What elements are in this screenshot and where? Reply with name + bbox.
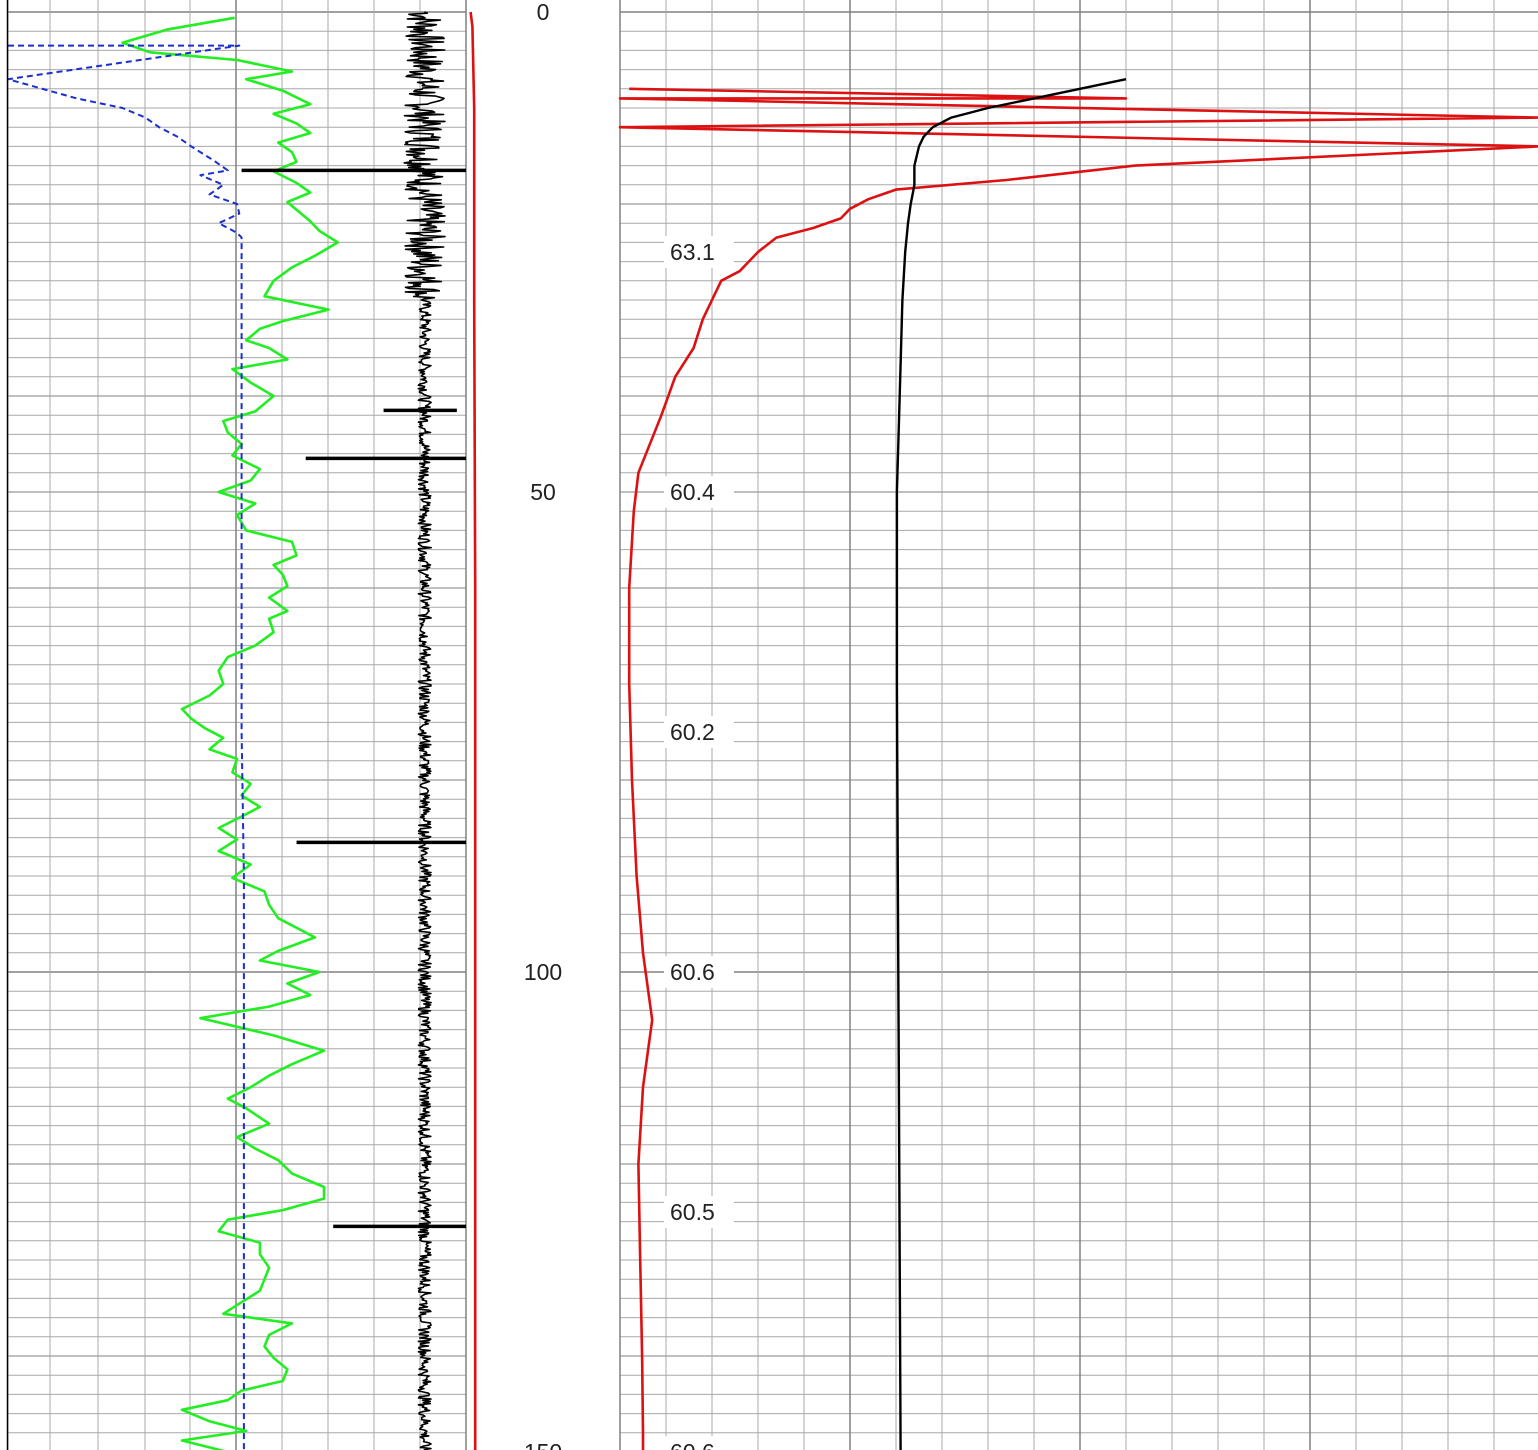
data-label: 60.4 bbox=[670, 479, 715, 505]
data-label: 60.6 bbox=[670, 959, 715, 985]
noise-trace-line bbox=[403, 11, 446, 1450]
dashed-curve-line bbox=[7, 44, 245, 1450]
depth-tick-label: 150 bbox=[524, 1439, 562, 1450]
data-label-background bbox=[664, 476, 734, 508]
data-label-background bbox=[664, 956, 734, 988]
data-label-background bbox=[664, 716, 734, 748]
red-curve-line bbox=[469, 11, 477, 1450]
depth-tick-label: 100 bbox=[524, 959, 562, 985]
data-label-background bbox=[664, 1436, 734, 1450]
data-label-background bbox=[664, 236, 734, 268]
data-label-background bbox=[664, 1196, 734, 1228]
plot-frame bbox=[6, 0, 9, 1450]
data-label: 63.1 bbox=[670, 239, 715, 265]
right-black-curve-line bbox=[895, 78, 1127, 1450]
data-label: 60.6 bbox=[670, 1439, 715, 1450]
right-red-curve-line bbox=[618, 87, 1538, 1450]
labels: 0 50 100 150 63.1 60.4 60.2 60.6 60.5 60.6 bbox=[524, 0, 734, 1450]
grid bbox=[7, 0, 1538, 1450]
depth-tick-label: 50 bbox=[530, 479, 556, 505]
depth-tick-label: 0 bbox=[537, 0, 550, 25]
gamma-curve-line bbox=[121, 16, 340, 1450]
curves bbox=[7, 11, 1538, 1450]
data-label: 60.2 bbox=[670, 719, 715, 745]
data-label: 60.5 bbox=[670, 1199, 715, 1225]
